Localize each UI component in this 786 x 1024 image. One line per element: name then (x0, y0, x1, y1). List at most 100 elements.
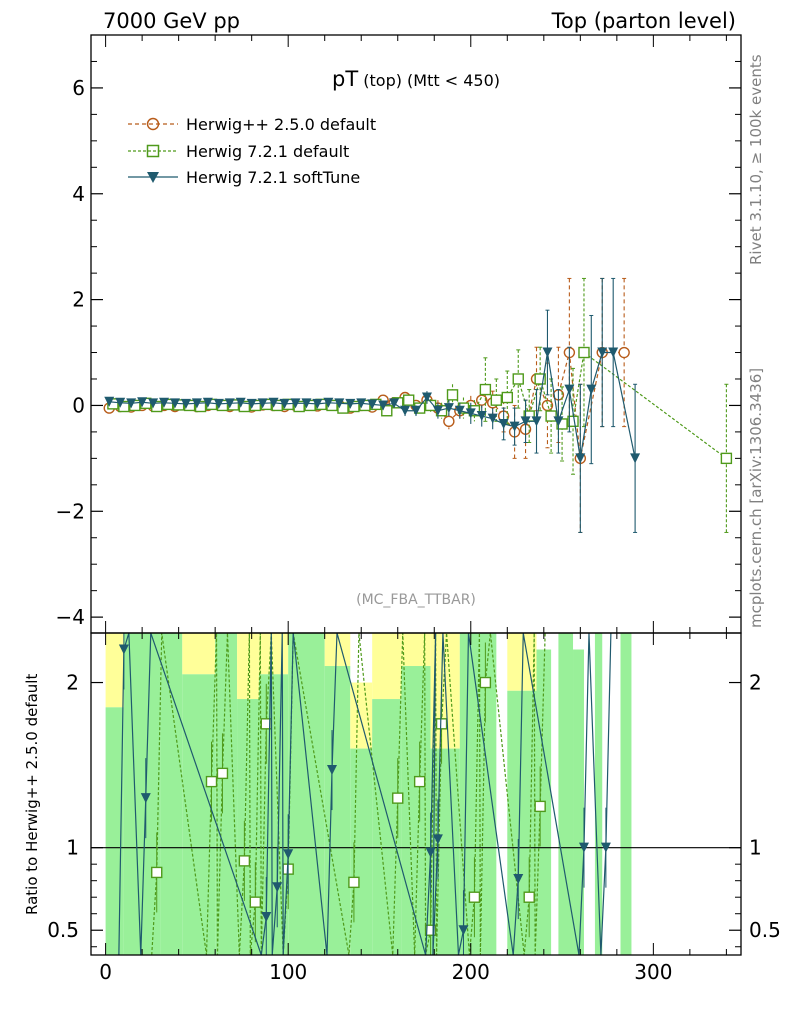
axes-frames (90, 34, 742, 956)
point-1-35 (490, 394, 503, 406)
point-2-9 (202, 397, 213, 408)
point-2-19 (312, 398, 323, 409)
band-green-3 (182, 674, 216, 955)
ratio-point-0-0 (151, 866, 163, 879)
ratio-point-0-7 (348, 876, 360, 889)
point-1-4 (151, 400, 163, 413)
legend-marker-herwig721 (146, 144, 160, 158)
point-2-47 (630, 453, 641, 464)
legend-label-herwigpp: Herwig++ 2.5.0 default (186, 115, 376, 134)
legend: Herwig++ 2.5.0 default Herwig 7.2.1 defa… (128, 115, 376, 187)
point-2-16 (279, 398, 290, 409)
point-1-43 (578, 346, 590, 359)
point-1-12 (238, 400, 251, 413)
main-ytick-label-4: 4 (72, 182, 85, 206)
legend-label-herwig721: Herwig 7.2.1 default (186, 142, 349, 161)
ratio-point-1-2 (261, 912, 272, 923)
ratio-point-0-11 (435, 718, 448, 730)
point-2-4 (148, 398, 159, 409)
side-text-top: Rivet 3.1.10, ≥ 100k events (747, 54, 765, 265)
point-2-10 (213, 398, 224, 409)
point-2-45 (597, 347, 608, 358)
point-2-22 (345, 398, 356, 409)
point-2-7 (180, 398, 191, 409)
point-2-17 (290, 398, 301, 409)
point-2-21 (334, 398, 345, 409)
xtick-label-0: 0 (99, 960, 112, 984)
point-1-27 (402, 394, 415, 406)
point-2-36 (498, 418, 509, 429)
band-yellow-11 (401, 633, 431, 667)
ratio-point-0-4 (249, 896, 262, 908)
point-2-1 (115, 397, 126, 408)
point-1-29 (424, 399, 437, 412)
ratio-line-0 (151, 632, 546, 956)
xtick-label-3: 300 (634, 960, 672, 984)
band-yellow-0 (105, 633, 124, 708)
point-2-38 (520, 416, 531, 427)
main-panel-data (103, 277, 733, 533)
main-ytick-label-0: −4 (56, 605, 85, 629)
ratio-point-0-9 (413, 775, 426, 788)
point-2-12 (235, 397, 246, 408)
point-1-8 (194, 400, 207, 413)
legend-marker-softtune (147, 172, 159, 183)
band-green-16 (558, 633, 574, 955)
point-2-5 (159, 397, 170, 408)
band-yellow-3 (182, 633, 216, 675)
ratio-point-1-3 (272, 882, 283, 893)
ratio-ytick-label-right-0: 0.5 (749, 918, 781, 942)
ratio-point-1-4 (283, 849, 294, 860)
legend-entry-herwigpp: Herwig++ 2.5.0 default (128, 115, 376, 134)
ratio-point-0-3 (238, 855, 251, 867)
point-1-31 (446, 389, 459, 401)
point-2-33 (465, 408, 476, 419)
band-green-17 (573, 649, 584, 955)
legend-label-softtune: Herwig 7.2.1 softTune (186, 168, 360, 187)
point-1-39 (534, 373, 546, 385)
point-2-15 (268, 397, 279, 408)
ratio-point-0-15 (534, 800, 546, 813)
ratio-point-0-14 (523, 891, 535, 903)
point-2-0 (104, 396, 115, 407)
ratio-point-0-1 (205, 775, 218, 788)
band-green-12 (430, 748, 460, 955)
ratio-point-0-8 (392, 792, 404, 804)
point-0-31 (443, 415, 455, 428)
ratio-ytick-label-right-1: 1 (749, 836, 762, 860)
point-1-1 (118, 400, 130, 413)
ratio-point-1-7 (432, 834, 443, 845)
band-green-4 (215, 633, 238, 955)
point-2-28 (411, 405, 421, 416)
point-0-45 (618, 346, 630, 359)
point-2-41 (553, 416, 564, 427)
ratio-point-0-10 (424, 924, 437, 936)
point-2-23 (356, 398, 367, 409)
header-right: Top (parton level) (551, 9, 736, 33)
ratio-point-1-10 (578, 842, 589, 853)
point-1-36 (501, 391, 513, 404)
point-2-35 (487, 413, 498, 424)
point-1-17 (293, 400, 305, 413)
point-1-25 (381, 405, 393, 417)
ratio-point-1-8 (458, 925, 469, 936)
legend-entry-herwig721: Herwig 7.2.1 default (128, 142, 349, 161)
ratio-frame (90, 632, 742, 956)
point-2-43 (575, 453, 586, 464)
side-text-bottom: mcplots.cern.ch [arXiv:1306.3436] (747, 368, 765, 628)
ratio-ylabel: Ratio to Herwig++ 2.5.0 default (23, 674, 41, 915)
point-2-6 (169, 398, 180, 409)
point-2-11 (224, 398, 235, 409)
point-2-42 (564, 384, 575, 395)
xtick-label-1: 100 (269, 960, 307, 984)
point-1-42 (567, 415, 579, 428)
ratio-ytick-label-0: 0.5 (47, 918, 79, 942)
band-green-14 (507, 690, 537, 955)
point-2-30 (432, 405, 443, 416)
band-yellow-5 (237, 633, 259, 700)
ratio-point-1-9 (513, 874, 524, 885)
plot-title-sub: (top) (Mtt < 450) (358, 71, 500, 90)
plot-title-main: pT (332, 67, 358, 91)
point-2-25 (378, 400, 389, 411)
